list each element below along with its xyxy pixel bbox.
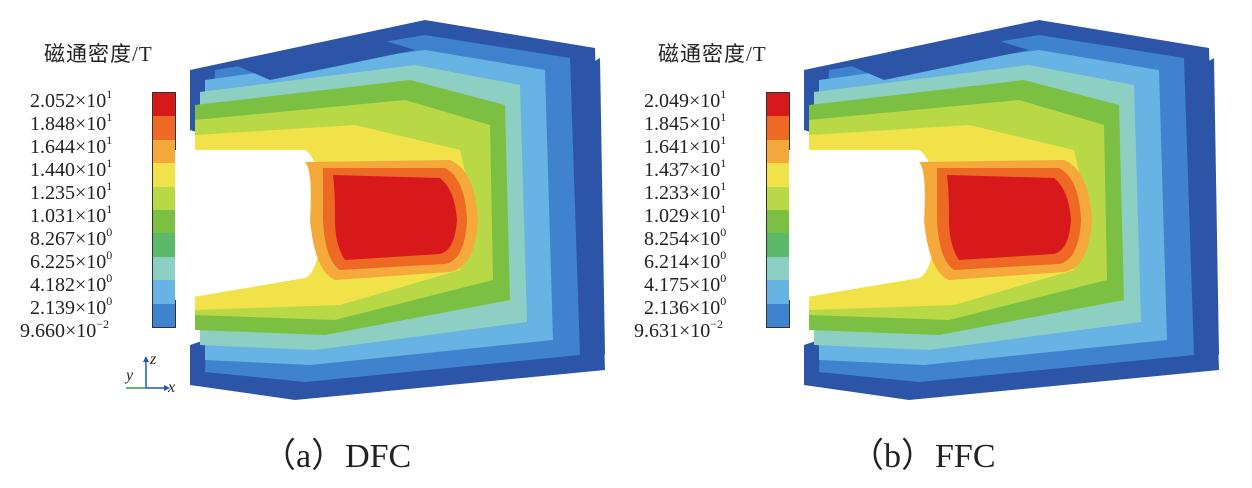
colorbar-segment — [767, 256, 789, 281]
flux-density-contour-plot — [789, 20, 1219, 400]
colorbar-segment — [767, 280, 789, 304]
legend-tick: 6.225×100 — [30, 248, 113, 273]
legend-tick: 1.848×101 — [30, 110, 113, 135]
panel-ffc: 磁通密度/T 2.049×101 1.845×101 1.641×101 1.4… — [614, 0, 1240, 488]
legend-tick: 1.031×101 — [30, 202, 113, 227]
colorbar-segment — [153, 93, 175, 117]
colorbar — [766, 92, 790, 328]
colorbar-segment — [153, 280, 175, 304]
legend-tick: 1.440×101 — [30, 156, 113, 181]
colorbar-segment — [767, 303, 789, 328]
colorbar-segment — [153, 116, 175, 140]
legend-tick: 1.644×101 — [30, 133, 113, 158]
legend-tick: 4.175×100 — [644, 271, 727, 296]
colorbar-segment — [153, 186, 175, 211]
panel-caption: （b）FFC — [850, 438, 996, 475]
colorbar-segment — [153, 256, 175, 281]
flux-density-contour-plot — [175, 20, 605, 400]
legend-tick: 4.182×100 — [30, 271, 113, 296]
colorbar-segment — [767, 163, 789, 187]
panel-dfc: 磁通密度/T 2.052×101 1.848×101 1.644×101 1.4… — [20, 20, 605, 475]
colorbar-segment — [153, 210, 175, 234]
colorbar-segment — [153, 233, 175, 257]
colorbar-segment — [767, 139, 789, 164]
legend-tick: 2.136×100 — [644, 294, 727, 319]
legend-tick: 1.845×101 — [644, 110, 727, 135]
colorbar-segment — [767, 186, 789, 211]
colorbar — [152, 92, 176, 328]
legend-tick: 1.235×101 — [30, 179, 113, 204]
legend-tick: 9.660×10−2 — [20, 317, 110, 342]
panel-caption: （a）DFC — [262, 438, 412, 475]
axis-y-label: y — [124, 367, 134, 384]
legend-tick: 1.233×101 — [644, 179, 727, 204]
legend-tick: 1.029×101 — [644, 202, 727, 227]
colorbar-segment — [767, 210, 789, 234]
legend-title: 磁通密度/T — [44, 42, 153, 66]
colorbar-segment — [153, 163, 175, 187]
legend-tick: 8.267×100 — [30, 225, 113, 250]
legend-tick: 2.049×101 — [644, 87, 727, 112]
legend-tick: 1.437×101 — [644, 156, 727, 181]
legend-title: 磁通密度/T — [658, 42, 767, 66]
axis-x-label: x — [167, 379, 175, 394]
legend-tick: 1.641×101 — [644, 133, 727, 158]
colorbar-segment — [153, 303, 175, 328]
colorbar-segment — [767, 93, 789, 117]
colorbar-segment — [153, 139, 175, 164]
legend-tick: 6.214×100 — [644, 248, 727, 273]
legend-tick: 2.052×101 — [30, 87, 113, 112]
colorbar-segment — [767, 116, 789, 140]
legend-tick: 2.139×100 — [30, 294, 113, 319]
axis-triad-icon: z y x — [124, 351, 175, 394]
axis-z-label: z — [149, 351, 157, 368]
legend-tick: 9.631×10−2 — [634, 317, 724, 342]
colorbar-segment — [767, 233, 789, 257]
legend-tick: 8.254×100 — [644, 225, 727, 250]
